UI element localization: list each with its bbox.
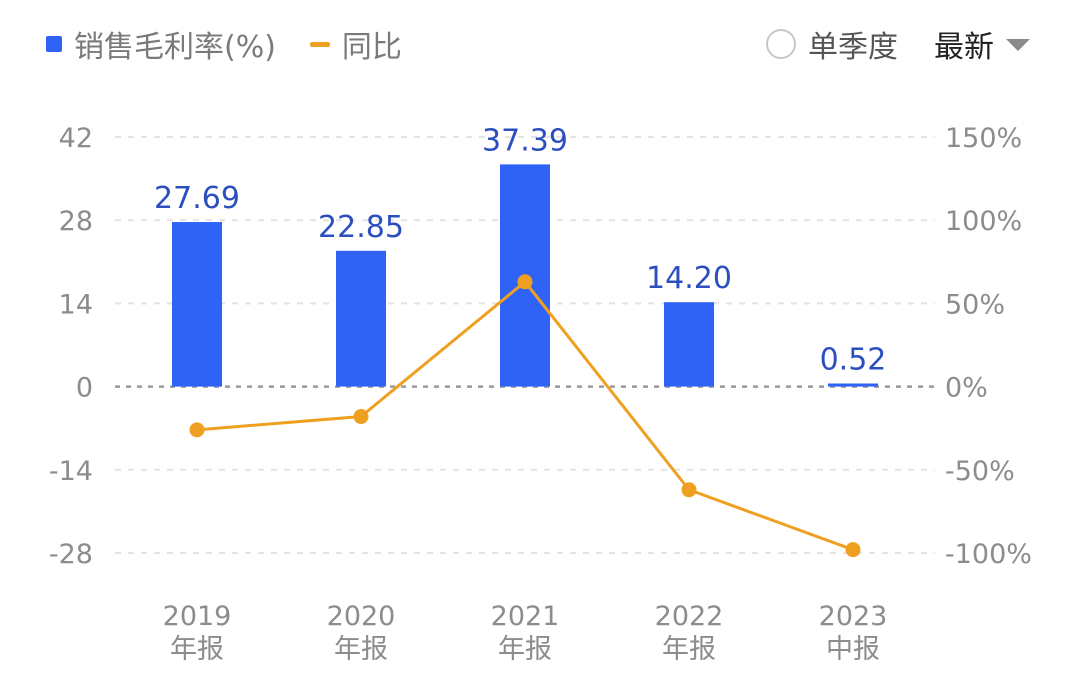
bar	[336, 250, 386, 387]
radio-circle-icon[interactable]	[766, 29, 796, 59]
legend-item-yoy[interactable]: 同比	[309, 22, 402, 66]
chart-controls: 单季度 最新	[766, 22, 1030, 66]
yoy-point	[681, 482, 697, 498]
bar-data-label: 22.85	[318, 210, 404, 245]
period-select[interactable]: 最新	[934, 22, 1030, 66]
yoy-point	[189, 422, 205, 438]
x-tick-label-period: 中报	[826, 634, 880, 665]
x-tick-label-period: 年报	[334, 634, 388, 665]
bar-data-label: 27.69	[154, 181, 240, 216]
x-tick-label-year: 2020	[327, 601, 396, 632]
legend-bar-swatch	[46, 36, 62, 52]
yoy-point	[517, 274, 533, 290]
y-left-tick-label: 42	[59, 123, 93, 154]
y-left-tick-label: -28	[49, 539, 93, 570]
y-right-tick-label: -100%	[945, 539, 1032, 570]
chart-legend: 销售毛利率(%) 同比	[46, 22, 436, 66]
legend-item-gross-margin[interactable]: 销售毛利率(%)	[46, 22, 276, 66]
bar	[172, 222, 222, 387]
x-tick-label-year: 2021	[491, 601, 560, 632]
bar-data-label: 14.20	[646, 261, 732, 296]
y-left-tick-label: 14	[59, 289, 93, 320]
x-tick-label-year: 2023	[819, 601, 888, 632]
x-tick-label-period: 年报	[170, 634, 224, 665]
y-left-tick-label: 28	[59, 206, 93, 237]
x-tick-label-year: 2019	[163, 601, 232, 632]
y-right-tick-label: 0%	[945, 373, 988, 404]
y-left-tick-label: -14	[49, 456, 93, 487]
legend-line-swatch	[309, 41, 330, 47]
legend-line-label: 同比	[341, 30, 402, 65]
x-tick-label-period: 年报	[498, 634, 552, 665]
chevron-down-icon[interactable]	[1006, 39, 1030, 51]
period-select-label: 最新	[934, 30, 994, 65]
bar-data-label: 0.52	[820, 343, 887, 378]
y-right-tick-label: 100%	[945, 206, 1022, 237]
bar-data-label: 37.39	[482, 123, 568, 158]
legend-bar-label: 销售毛利率(%)	[74, 30, 276, 65]
y-right-tick-label: -50%	[945, 456, 1015, 487]
y-right-tick-label: 50%	[945, 289, 1005, 320]
x-tick-label-period: 年报	[662, 634, 716, 665]
single-quarter-toggle[interactable]: 单季度	[766, 22, 898, 66]
bar	[828, 383, 878, 387]
x-tick-label-year: 2022	[655, 601, 724, 632]
yoy-point	[353, 409, 369, 425]
y-right-tick-label: 150%	[945, 123, 1022, 154]
yoy-point	[845, 542, 861, 558]
single-quarter-label: 单季度	[808, 30, 898, 65]
y-left-tick-label: 0	[76, 373, 93, 404]
bar	[664, 302, 714, 387]
